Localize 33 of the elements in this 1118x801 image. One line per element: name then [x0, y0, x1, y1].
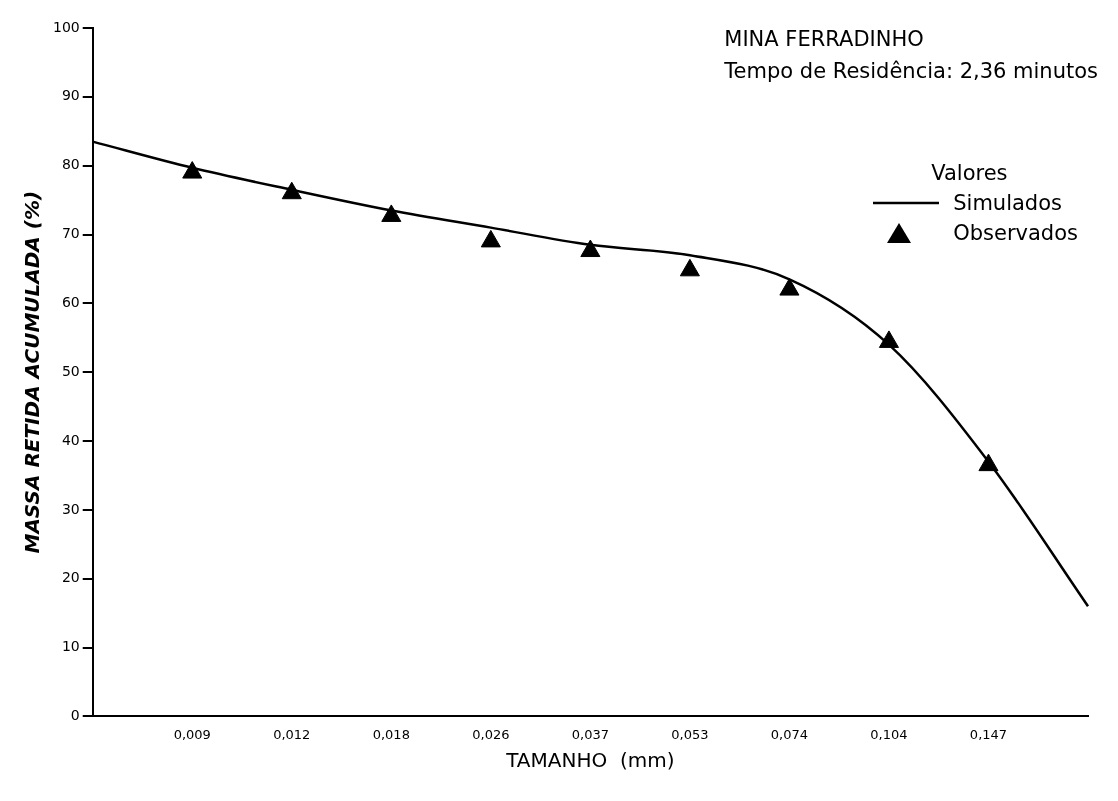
x-tick-label: 0,009 — [173, 726, 211, 742]
y-tick-label: 20 — [61, 569, 80, 586]
y-axis-title: MASSA RETIDA ACUMULADA (%) — [20, 190, 45, 554]
y-tick-label: 100 — [52, 18, 80, 35]
point — [381, 204, 402, 222]
x-tick-label: 0,026 — [472, 726, 510, 742]
x-tick-label: 0,147 — [969, 726, 1008, 742]
point — [480, 229, 501, 248]
x-tick-label: 0,018 — [372, 726, 410, 742]
chart-title: MINA FERRADINHO — [724, 26, 925, 53]
y-tick-label: 40 — [61, 431, 80, 448]
y-tick-label: 50 — [61, 362, 80, 379]
legend-title: Valores — [931, 160, 1009, 187]
y-tick-label: 90 — [61, 87, 80, 104]
legend-label: Observados — [953, 220, 1078, 247]
y-tick-label: 10 — [61, 638, 80, 655]
x-tick-label: 0,053 — [671, 726, 709, 742]
y-tick-label: 0 — [70, 707, 80, 724]
x-tick-label: 0,074 — [770, 726, 809, 742]
y-tick-label: 80 — [61, 156, 80, 173]
legend-label: Simulados — [953, 190, 1062, 217]
point — [580, 239, 601, 258]
x-axis-title: TAMANHO (mm) — [505, 748, 675, 773]
x-tick-label: 0,104 — [870, 726, 908, 742]
y-tick-label: 30 — [61, 500, 80, 517]
y-tick-label: 70 — [61, 225, 80, 242]
point — [779, 278, 800, 296]
y-tick-label: 60 — [61, 294, 80, 310]
point — [679, 258, 700, 277]
x-tick-label: 0,037 — [571, 726, 609, 742]
point — [182, 161, 203, 179]
text: Tempo de Residência: 2,36 minutos — [724, 58, 1098, 85]
x-tick-label: 0,012 — [273, 726, 311, 742]
